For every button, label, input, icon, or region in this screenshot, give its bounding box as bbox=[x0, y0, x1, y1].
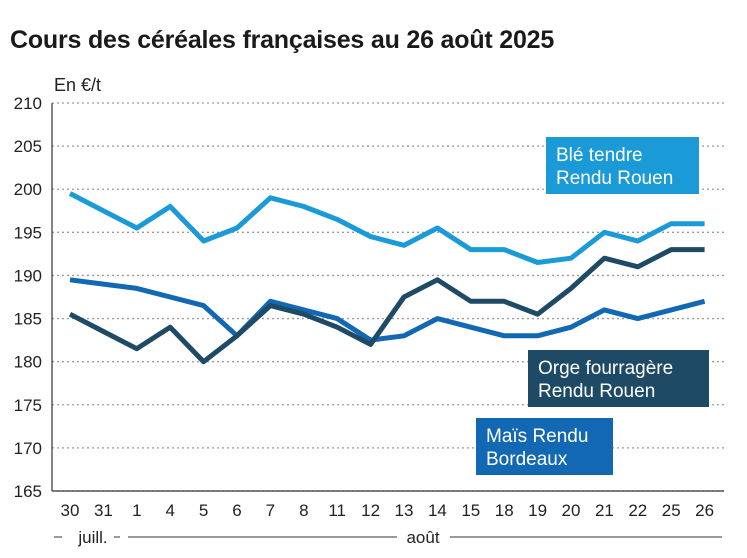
x-tick-label: 25 bbox=[662, 501, 681, 520]
series-label-box bbox=[476, 418, 613, 475]
series-lines bbox=[68, 191, 706, 365]
x-tick-label: 1 bbox=[132, 501, 141, 520]
y-tick-labels: 210 205 200 195 190 185 180 175 170 165 bbox=[14, 94, 42, 501]
series-line bbox=[69, 277, 706, 343]
x-tick-label: 8 bbox=[299, 501, 308, 520]
y-tick-label: 195 bbox=[14, 223, 42, 242]
x-tick-label: 13 bbox=[395, 501, 414, 520]
y-tick-label: 210 bbox=[14, 94, 42, 113]
y-tick-label: 165 bbox=[14, 482, 42, 501]
month-label-august: août bbox=[406, 528, 439, 547]
month-label-july: juill. bbox=[77, 528, 107, 547]
series-label-box bbox=[546, 137, 699, 194]
x-tick-label: 4 bbox=[165, 501, 174, 520]
y-tick-label: 205 bbox=[14, 137, 42, 156]
gridlines bbox=[51, 102, 724, 492]
x-tick-label: 20 bbox=[562, 501, 581, 520]
series-label-text: Bordeaux bbox=[486, 449, 568, 470]
x-tick-labels: 30 31 1 4 5 6 7 8 11 12 13 14 15 18 19 20 21 22 25 26 bbox=[61, 501, 715, 520]
y-tick-label: 190 bbox=[14, 266, 42, 285]
x-tick-label: 22 bbox=[628, 501, 647, 520]
x-tick-label: 5 bbox=[199, 501, 208, 520]
x-tick-label: 14 bbox=[428, 501, 447, 520]
series-label-text: Orge fourragère bbox=[538, 358, 673, 379]
x-tick-label: 21 bbox=[595, 501, 614, 520]
y-tick-label: 200 bbox=[14, 180, 42, 199]
series-label-text: Rendu Rouen bbox=[538, 381, 655, 402]
y-tick-label: 170 bbox=[14, 439, 42, 458]
x-tick-label: 26 bbox=[695, 501, 714, 520]
x-tick-label: 31 bbox=[94, 501, 113, 520]
x-tick-label: 15 bbox=[461, 501, 480, 520]
series-label-text: Blé tendre bbox=[556, 145, 643, 166]
y-tick-label: 180 bbox=[14, 353, 42, 372]
series-label-box bbox=[528, 350, 709, 407]
series-line bbox=[68, 191, 705, 265]
x-tick-label: 30 bbox=[61, 501, 80, 520]
x-tick-label: 6 bbox=[232, 501, 241, 520]
month-axis: juill. août bbox=[54, 528, 722, 547]
x-tick-label: 7 bbox=[266, 501, 275, 520]
y-tick-label: 185 bbox=[14, 310, 42, 329]
x-tick-label: 12 bbox=[361, 501, 380, 520]
series-label-text: Rendu Rouen bbox=[556, 168, 673, 189]
y-axis-unit-label: En €/t bbox=[54, 75, 101, 95]
x-tick-label: 11 bbox=[328, 501, 346, 520]
chart-title: Cours des céréales françaises au 26 août… bbox=[10, 26, 555, 54]
y-tick-label: 175 bbox=[14, 396, 42, 415]
series-line bbox=[68, 247, 705, 365]
x-tick-label: 19 bbox=[528, 501, 547, 520]
x-tick-label: 18 bbox=[495, 501, 514, 520]
series-label-text: Maïs Rendu bbox=[486, 426, 588, 447]
